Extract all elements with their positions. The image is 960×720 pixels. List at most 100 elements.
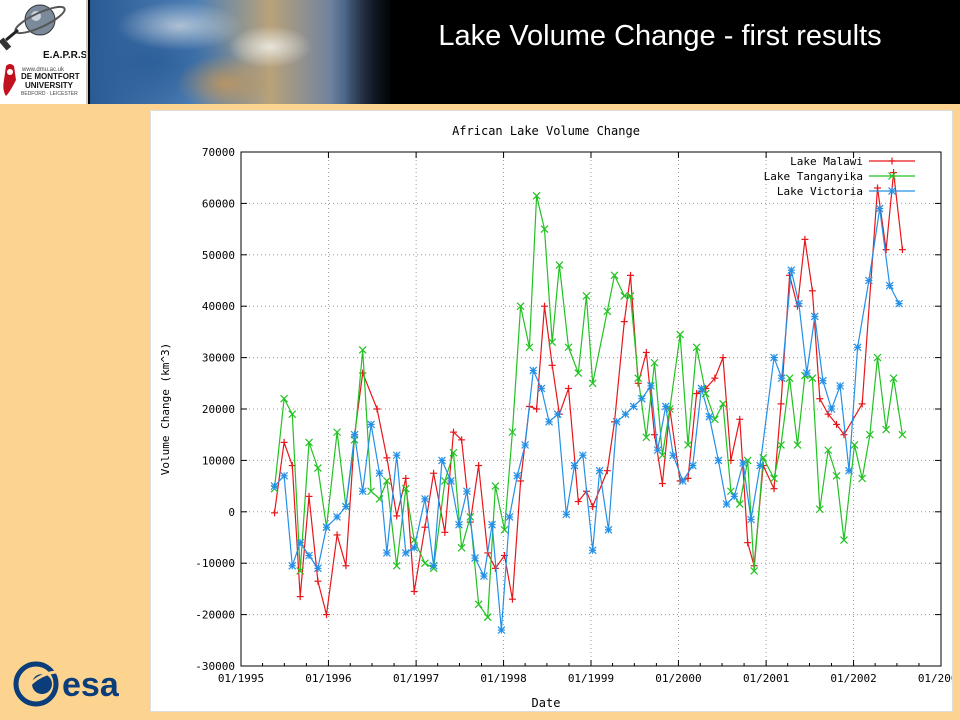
data-point-lake-victoria (787, 266, 796, 275)
data-point-lake-malawi (808, 287, 816, 295)
data-point-lake-victoria (553, 410, 562, 419)
legend-marker-lake-tanganyika (888, 172, 896, 180)
data-point-lake-malawi (402, 474, 410, 482)
data-point-lake-victoria (462, 487, 471, 496)
data-point-lake-tanganyika (785, 374, 794, 383)
data-point-lake-tanganyika (726, 487, 735, 496)
data-point-lake-malawi (449, 428, 457, 436)
data-point-lake-malawi (323, 611, 331, 619)
data-point-lake-malawi (342, 562, 350, 570)
data-point-lake-tanganyika (824, 446, 833, 455)
data-point-lake-tanganyika (564, 343, 573, 352)
x-tick-label: 01/2000 (655, 672, 701, 685)
data-point-lake-victoria (875, 204, 884, 213)
x-tick-label: 01/1997 (393, 672, 439, 685)
data-point-lake-victoria (375, 469, 384, 478)
data-point-lake-tanganyika (832, 471, 841, 480)
data-point-lake-tanganyika (750, 566, 759, 575)
data-point-lake-victoria (604, 525, 613, 534)
data-point-lake-tanganyika (367, 487, 376, 496)
x-tick-label: 01/1996 (305, 672, 351, 685)
data-point-lake-victoria (488, 520, 496, 529)
data-point-lake-victoria (836, 381, 845, 390)
data-point-lake-tanganyika (358, 345, 367, 354)
data-point-lake-tanganyika (508, 428, 517, 437)
data-point-lake-tanganyika (840, 536, 848, 544)
data-point-lake-malawi (833, 420, 841, 428)
data-point-lake-malawi (564, 384, 572, 392)
x-tick-label: 01/2002 (830, 672, 876, 685)
data-point-lake-victoria (777, 374, 786, 383)
data-point-lake-victoria (595, 466, 604, 475)
data-point-lake-victoria (770, 353, 778, 362)
data-point-lake-tanganyika (474, 600, 483, 609)
data-point-lake-victoria (621, 410, 630, 419)
data-point-lake-tanganyika (280, 394, 289, 403)
data-point-lake-tanganyika (288, 410, 297, 419)
lion-crest-icon (3, 64, 17, 96)
data-point-lake-tanganyika (574, 369, 583, 377)
data-point-lake-victoria (661, 402, 670, 411)
data-point-lake-malawi (642, 348, 650, 356)
data-point-lake-malawi (589, 503, 597, 511)
data-point-lake-victoria (392, 451, 401, 460)
x-axis-label: Date (532, 696, 561, 710)
data-point-lake-victoria (305, 551, 313, 560)
data-point-lake-malawi (603, 467, 611, 475)
logo-tiny-text: www.dmu.ac.uk (21, 67, 65, 73)
data-point-lake-malawi (393, 512, 401, 520)
chart-panel: -30000 -20000 -10000 0 10000 20000 30000 40000 5… (150, 110, 953, 712)
data-point-lake-victoria (529, 366, 538, 375)
data-point-lake-tanganyika (873, 353, 882, 362)
data-point-lake-victoria (714, 456, 723, 465)
data-point-lake-tanganyika (333, 428, 341, 437)
data-point-lake-malawi (533, 405, 541, 413)
data-point-lake-malawi (693, 390, 701, 398)
data-point-lake-tanganyika (296, 566, 305, 575)
data-point-lake-victoria (521, 441, 530, 449)
data-point-lake-tanganyika (313, 464, 322, 473)
data-point-lake-victoria (322, 523, 331, 532)
data-point-lake-victoria (885, 281, 894, 290)
data-point-lake-victoria (358, 487, 367, 496)
legend-label-lake-victoria: Lake Victoria (777, 185, 863, 198)
legend-marker-lake-victoria (888, 187, 896, 195)
data-point-lake-malawi (736, 415, 744, 423)
data-point-lake-tanganyika (889, 374, 898, 383)
data-point-lake-tanganyika (500, 525, 509, 534)
data-point-lake-malawi (280, 438, 288, 446)
y-axis-label: Volume Change (km^3) (159, 343, 172, 475)
data-point-lake-victoria (739, 459, 748, 467)
legend-marker-lake-malawi (888, 157, 896, 165)
data-point-lake-victoria (705, 412, 714, 421)
data-point-lake-victoria (296, 538, 305, 547)
data-point-lake-victoria (537, 384, 546, 393)
data-point-lake-victoria (513, 471, 522, 480)
data-point-lake-victoria (747, 515, 755, 524)
data-point-lake-victoria (722, 500, 731, 509)
data-point-lake-malawi (620, 318, 628, 326)
data-point-lake-victoria (853, 343, 862, 352)
data-point-lake-malawi (541, 302, 549, 310)
data-point-lake-victoria (288, 561, 297, 570)
data-point-lake-tanganyika (491, 482, 500, 491)
data-point-lake-malawi (305, 492, 313, 500)
data-point-lake-malawi (410, 587, 418, 595)
data-point-lake-tanganyika (603, 307, 612, 316)
data-point-lake-victoria (333, 513, 341, 521)
data-point-lake-tanganyika (525, 343, 534, 352)
logo-org-line3: BEDFORD · LEICESTER (21, 91, 78, 97)
esa-logo: esa (12, 660, 132, 708)
data-point-lake-victoria (646, 381, 655, 390)
y-tick-label: 0 (228, 506, 235, 519)
data-point-lake-tanganyika (719, 399, 727, 408)
logo-graphics: E.A.P.R.S. www.dmu.ac.uk DE MONTFORT UNI… (0, 4, 90, 97)
data-point-lake-tanganyika (610, 271, 619, 280)
y-tick-label: 30000 (202, 352, 235, 365)
logo-panel: E.A.P.R.S. www.dmu.ac.uk DE MONTFORT UNI… (0, 0, 90, 104)
data-point-lake-malawi (296, 593, 304, 601)
y-tick-label: 40000 (202, 300, 235, 313)
data-point-lake-victoria (864, 276, 873, 285)
data-point-lake-victoria (562, 510, 571, 519)
data-point-lake-tanganyika (548, 338, 557, 347)
